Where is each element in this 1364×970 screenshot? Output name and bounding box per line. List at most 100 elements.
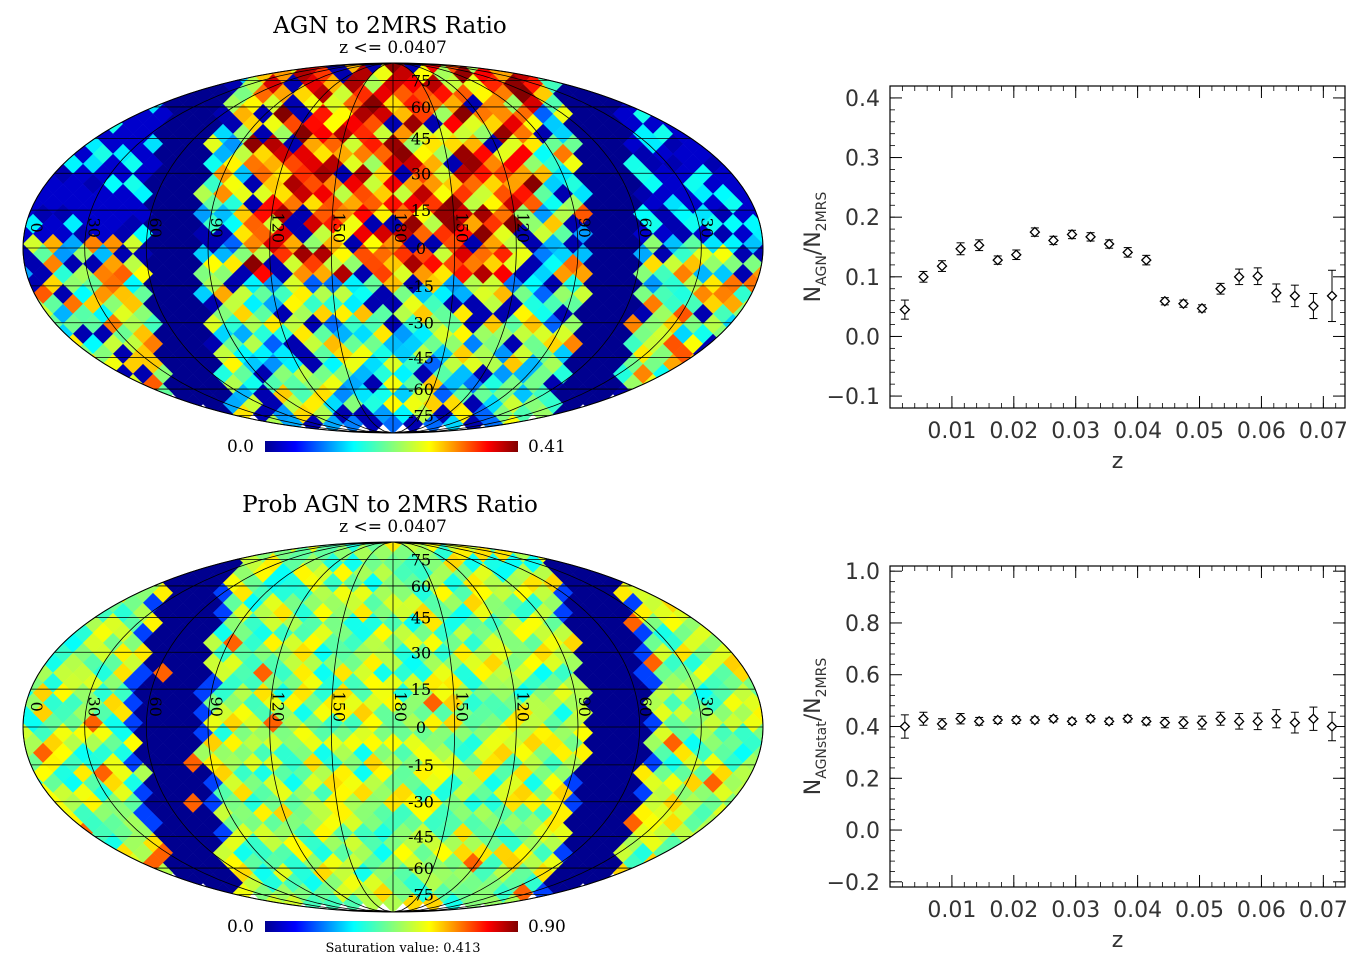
map-pixel [752,762,763,784]
map-meridian [145,541,394,913]
map-meridian [392,541,641,913]
map-pixel [262,63,284,75]
map-lon-label: 180 [391,691,410,722]
x-tick-label: 0.03 [1051,419,1100,444]
data-point [918,271,929,283]
map-pixel [82,113,104,135]
map-lat-label: -75 [408,886,434,905]
data-point [1122,246,1134,258]
map-lat-label: -45 [408,828,434,847]
x-tick-label: 0.02 [989,419,1038,444]
data-point [1308,713,1319,725]
data-point [955,713,966,725]
map-lon-label: 150 [452,212,471,243]
map-pixel [642,93,664,115]
map-pixel [23,233,24,255]
y-tick-label: 1.0 [845,560,880,585]
plot-bottom: 1.0 0.8 0.6 0.4 0.2 0.0 −0.2 0.01 0.02 0.03 0.04 0.… [801,560,1348,953]
data-point [1029,714,1041,726]
map-pixel [752,183,763,205]
map-lon-label: 30 [697,697,716,717]
plot-frame [889,85,1346,409]
map-meridian [392,62,579,434]
map-meridian [269,541,394,913]
y-axis-label: NAGNstat/N2MRS [801,658,830,796]
data-point [1103,238,1115,250]
map-bottom-title: Prob AGN to 2MRS Ratio [242,492,538,518]
x-axis-label: z [1112,449,1124,474]
map-pixel [442,413,464,433]
map-pixel [442,892,464,912]
map-pixel [23,173,44,195]
map-pixel [23,652,44,674]
data-point [1215,283,1226,295]
x-tick-label: 0.02 [989,898,1038,923]
map-lat-label: -60 [408,380,434,399]
map-meridian [330,541,394,913]
y-tick-label: 0.1 [845,266,880,291]
y-tick-label: 0.0 [845,325,880,350]
map-lon-label: 30 [697,218,716,238]
map-meridian [392,541,517,913]
map-top-title: AGN to 2MRS Ratio [272,13,506,39]
data-point [1215,713,1226,725]
data-point [899,304,911,316]
y-tick-label: −0.1 [827,385,880,410]
data-point [1010,714,1022,726]
map-lon-label: 90 [207,697,226,717]
data-point [1029,226,1041,238]
data-point [1252,715,1264,727]
map-lon-label: 0 [27,223,46,233]
map-pixel [23,692,24,714]
x-tick-label: 0.07 [1299,898,1348,923]
data-point [1066,715,1078,727]
data-point [899,721,911,732]
map-lat-label: -30 [408,793,434,812]
map-pixel [23,213,24,235]
map-top-subtitle: z <= 0.0407 [339,38,447,58]
map-pixel [552,542,574,564]
map-lat-label: -15 [408,277,434,296]
map-lat-label: -30 [408,314,434,333]
data-point [1140,715,1152,727]
x-tick-label: 0.06 [1237,419,1286,444]
map-top: AGN to 2MRS Ratio z <= 0.0407 75 60 45 30 15… [22,13,764,457]
map-pixel [82,592,104,614]
map-lon-label: 0 [27,702,46,712]
data-point [1289,717,1301,729]
map-lon-label: 60 [636,218,655,238]
y-tick-label: 0.3 [845,147,880,172]
map-lat-label: -15 [408,756,434,775]
map-bottom-cells [23,542,763,912]
data-point [1103,715,1115,727]
map-lat-label: 0 [416,718,426,737]
map-lon-label: 60 [146,697,165,717]
map-pixel [23,662,34,684]
data-point [955,243,966,255]
map-lat-label: -75 [408,407,434,426]
map-lon-label: 90 [207,218,226,238]
x-tick-label: 0.01 [927,419,976,444]
map-top-colorbar-min: 0.0 [227,437,254,457]
map-bottom-graticule [22,541,764,913]
y-tick-label: 0.0 [845,819,880,844]
data-point [1196,717,1208,729]
map-lon-label: 30 [85,697,104,717]
data-point [1289,290,1301,302]
map-lon-label: 150 [452,691,471,722]
data-point [1178,298,1189,310]
map-pixel [742,173,763,195]
map-pixel [742,652,763,674]
data-point [973,715,985,727]
data-point [1010,249,1022,261]
map-lon-label: 120 [514,212,533,243]
y-tick-label: 0.2 [845,767,880,792]
map-pixel [752,662,763,684]
data-point [992,254,1004,266]
map-pixel [682,113,704,135]
map-bottom-colorbar-max: 0.90 [528,917,566,937]
data-point [1159,717,1171,729]
data-point [1140,254,1152,266]
map-bottom-outline [22,541,764,913]
x-tick-label: 0.05 [1175,898,1224,923]
